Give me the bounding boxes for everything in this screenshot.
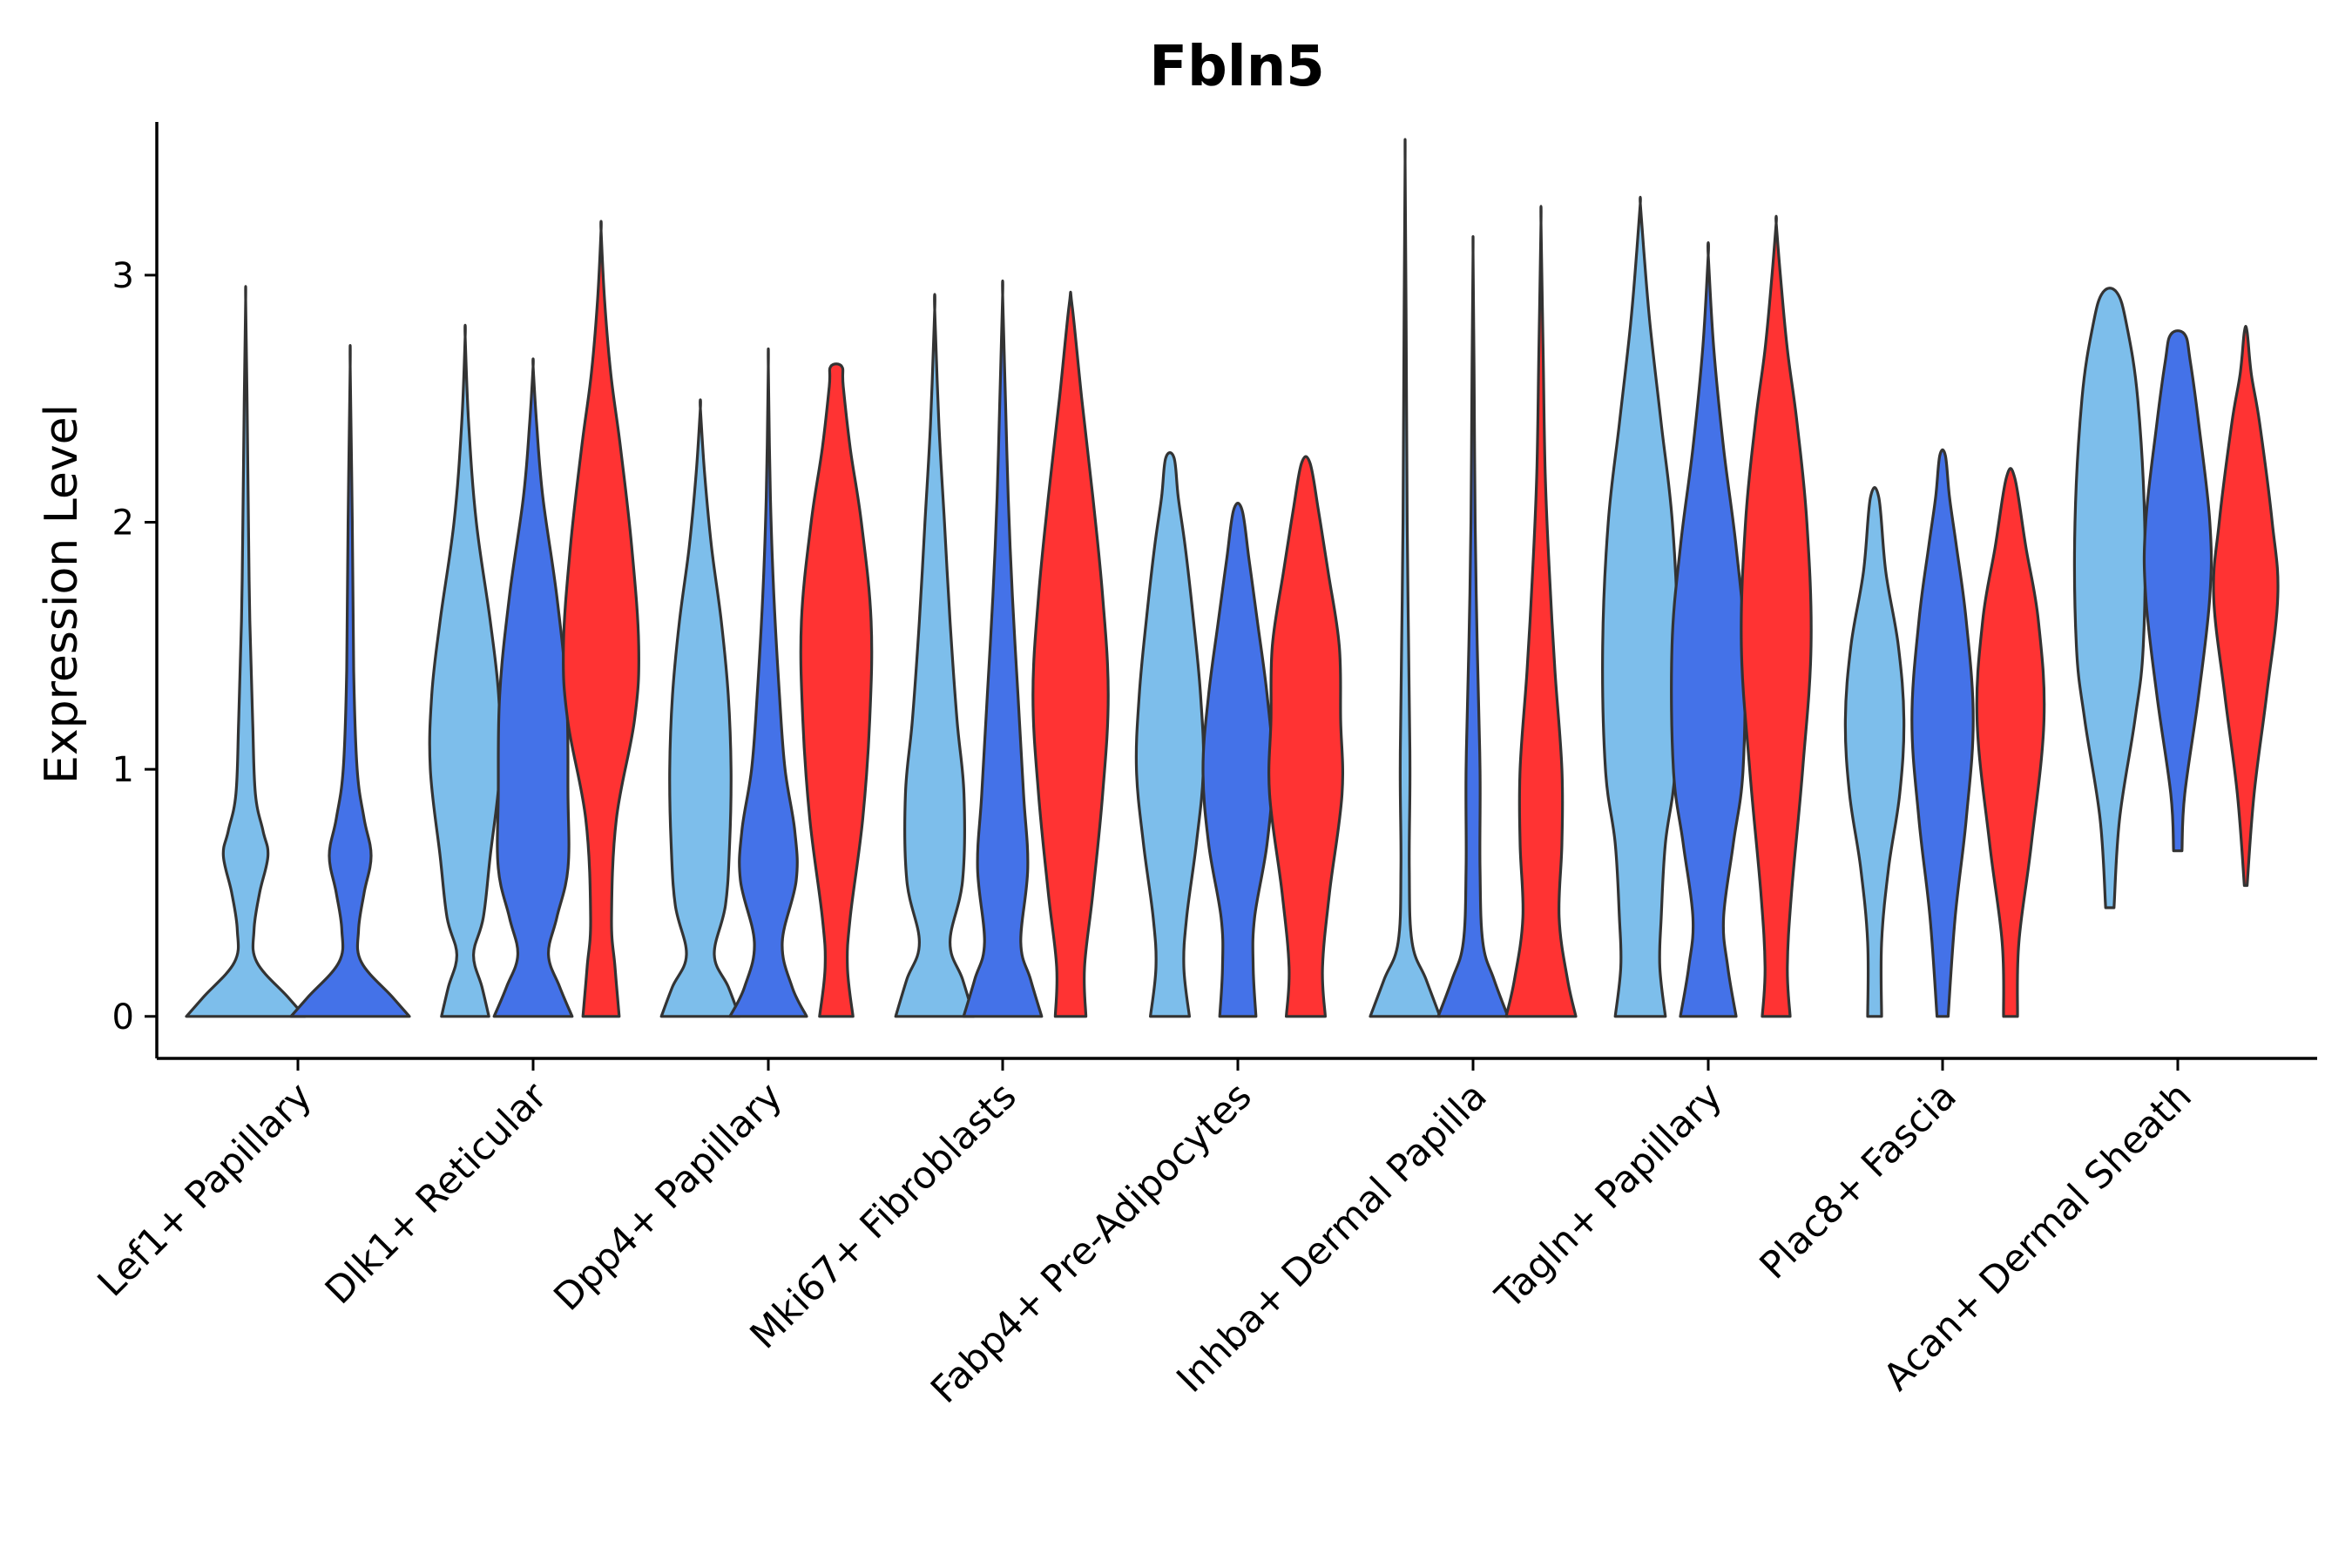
violin-group-4	[894, 279, 1110, 1018]
violin-4-light-blue	[894, 293, 976, 1018]
violin-3-blue	[728, 347, 808, 1018]
violin-6-red	[1504, 205, 1578, 1018]
violin-3-light-blue	[659, 398, 741, 1018]
y-tick-label-2: 2	[112, 503, 134, 543]
violin-6-light-blue	[1369, 138, 1442, 1018]
violin-7-blue	[1670, 241, 1747, 1018]
violin-6-blue	[1436, 234, 1510, 1018]
y-axis-label: Expression Level	[36, 404, 88, 784]
x-tick-label-2: Dlk1+ Reticular	[317, 1074, 556, 1313]
violin-1-light-blue	[185, 285, 307, 1018]
x-tick-label-7: Tagln+ Papillary	[1487, 1074, 1731, 1318]
violin-1-blue	[289, 344, 411, 1018]
violin-2-red	[562, 220, 640, 1018]
violin-4-red	[1031, 290, 1110, 1018]
violin-8-light-blue	[1843, 486, 1906, 1018]
violins-layer	[185, 138, 2280, 1018]
violin-7-red	[1740, 214, 1813, 1018]
chart-title: Fbln5	[1149, 35, 1325, 99]
violin-group-2	[428, 220, 640, 1018]
violin-group-1	[185, 285, 411, 1018]
violin-5-light-blue	[1134, 451, 1206, 1018]
violin-5-red	[1267, 455, 1344, 1018]
x-tick-label-1: Lef1+ Papillary	[90, 1074, 321, 1305]
violin-group-6	[1369, 138, 1578, 1018]
violin-group-9	[2072, 287, 2280, 909]
violin-2-light-blue	[428, 323, 503, 1018]
violin-9-light-blue	[2072, 287, 2147, 909]
violin-group-3	[659, 347, 874, 1018]
violin-group-7	[1601, 195, 1813, 1018]
violin-4-blue	[962, 279, 1044, 1018]
x-tick-label-8: Plac8+ Fascia	[1752, 1074, 1965, 1288]
violin-5-blue	[1201, 502, 1274, 1018]
x-tick-label-3: Dpp4+ Papillary	[546, 1074, 791, 1319]
violin-2-blue	[492, 357, 574, 1018]
violin-3-red	[799, 362, 874, 1018]
violin-8-red	[1975, 467, 2046, 1018]
y-tick-label-3: 3	[112, 256, 134, 296]
violin-9-blue	[2142, 329, 2213, 853]
y-tick-label-0: 0	[112, 997, 134, 1037]
x-tick-label-4: Mki67+ Fibroblasts	[742, 1074, 1025, 1357]
violin-group-8	[1843, 448, 2046, 1018]
violin-group-5	[1134, 451, 1344, 1018]
violin-7-light-blue	[1601, 195, 1680, 1018]
violin-9-red	[2212, 324, 2280, 888]
y-tick-label-1: 1	[112, 750, 134, 790]
violin-8-blue	[1910, 448, 1975, 1018]
